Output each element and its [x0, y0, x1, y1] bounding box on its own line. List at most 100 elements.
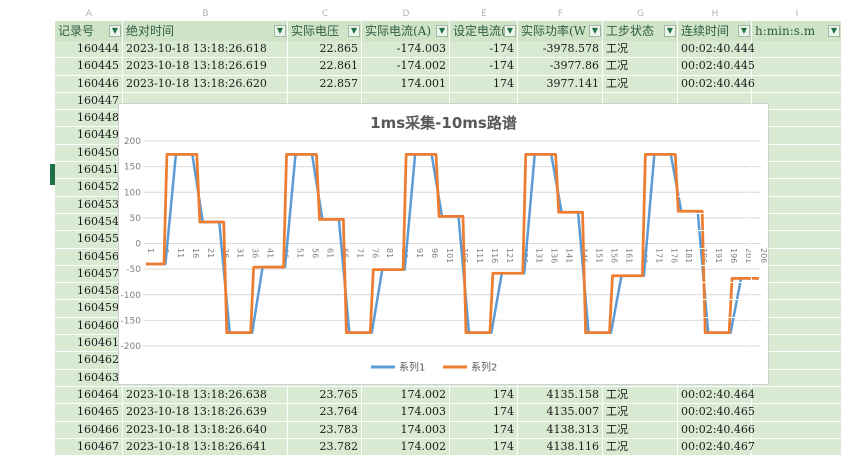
cell-actual-voltage[interactable]: 22.861 — [288, 58, 362, 76]
cell-record-number[interactable]: 160457 — [55, 265, 123, 284]
table-row[interactable]: 160464 2023-10-18 13:18:26.638 23.765 174.0… — [55, 386, 842, 405]
cell-duration[interactable] — [678, 248, 752, 266]
column-letter-E[interactable]: E — [481, 9, 487, 19]
cell-actual-power[interactable]: 3977.141 — [518, 75, 603, 93]
cell-actual-current[interactable]: -174.003 — [362, 41, 450, 59]
cell-actual-current[interactable]: 174.003 — [362, 421, 450, 439]
cell-record-number[interactable]: 160464 — [55, 386, 123, 405]
cell-actual-power[interactable]: 4138.116 — [518, 438, 603, 457]
cell-step-status[interactable]: 工况 — [603, 421, 678, 439]
cell-duration[interactable] — [678, 317, 752, 336]
cell-duration-units[interactable] — [752, 75, 842, 93]
cell-duration-units[interactable] — [752, 58, 842, 76]
embedded-chart[interactable]: 1ms采集-10ms路谱 -200 -150 -100 -50 0 50 100 150 200… — [118, 103, 769, 385]
table-row[interactable]: 160445 2023-10-18 13:18:26.619 22.861 -174.… — [55, 58, 842, 76]
column-letter-I[interactable]: I — [795, 9, 799, 19]
cell-record-number[interactable]: 160450 — [55, 144, 123, 163]
cell-duration[interactable] — [678, 196, 752, 214]
cell-duration[interactable] — [678, 369, 752, 387]
cell-record-number[interactable]: 160455 — [55, 231, 123, 249]
cell-absolute-time[interactable]: 2023-10-18 13:18:26.619 — [123, 58, 288, 76]
column-letter-D[interactable]: D — [402, 9, 410, 19]
filter-dropdown-icon[interactable]: ▼ — [274, 25, 286, 37]
cell-actual-power[interactable]: 4135.007 — [518, 404, 603, 422]
filter-dropdown-icon[interactable]: ▼ — [436, 25, 448, 37]
cell-actual-power[interactable]: 4138.313 — [518, 421, 603, 439]
cell-set-current[interactable]: -174 — [450, 58, 518, 76]
cell-record-number[interactable]: 160452 — [55, 179, 123, 197]
cell-actual-power[interactable]: 4135.158 — [518, 386, 603, 405]
cell-step-status[interactable]: 工况 — [603, 438, 678, 457]
filter-dropdown-icon[interactable]: ▼ — [738, 25, 750, 37]
cell-duration-units[interactable] — [752, 386, 842, 405]
cell-absolute-time[interactable]: 2023-10-18 13:18:26.640 — [123, 421, 288, 439]
cell-duration[interactable] — [678, 144, 752, 163]
cell-absolute-time[interactable]: 2023-10-18 13:18:26.641 — [123, 438, 288, 457]
filter-dropdown-icon[interactable]: ▼ — [828, 25, 840, 37]
cell-actual-voltage[interactable]: 23.782 — [288, 438, 362, 457]
cell-set-current[interactable]: -174 — [450, 41, 518, 59]
cell-record-number[interactable]: 160456 — [55, 248, 123, 266]
cell-duration-units[interactable] — [752, 421, 842, 439]
cell-duration[interactable] — [678, 179, 752, 197]
filter-dropdown-icon[interactable]: ▼ — [589, 25, 601, 37]
cell-duration-units[interactable] — [752, 438, 842, 457]
cell-record-number[interactable]: 160446 — [55, 75, 123, 93]
cell-record-number[interactable]: 160454 — [55, 213, 123, 232]
cell-step-status[interactable]: 工况 — [603, 41, 678, 59]
cell-duration[interactable] — [678, 335, 752, 353]
cell-duration[interactable]: 00:02:40.465 — [678, 404, 755, 422]
cell-actual-current[interactable]: 174.001 — [362, 75, 450, 93]
cell-duration-units[interactable] — [752, 404, 842, 422]
cell-set-current[interactable]: 174 — [450, 75, 518, 93]
table-row[interactable]: 160446 2023-10-18 13:18:26.620 22.857 174.0… — [55, 75, 842, 93]
cell-duration[interactable]: 00:02:40.446 — [678, 75, 755, 93]
filter-dropdown-icon[interactable]: ▼ — [109, 25, 121, 37]
table-row[interactable]: 160467 2023-10-18 13:18:26.641 23.782 174.0… — [55, 438, 842, 457]
cell-record-number[interactable]: 160467 — [55, 438, 123, 457]
cell-record-number[interactable]: 160453 — [55, 196, 123, 214]
cell-duration[interactable]: 00:02:40.444 — [678, 41, 755, 59]
cell-record-number[interactable]: 160451 — [55, 162, 123, 180]
cell-actual-power[interactable]: -3977.86 — [518, 58, 603, 76]
cell-record-number[interactable]: 160460 — [55, 317, 123, 336]
cell-record-number[interactable]: 160463 — [55, 369, 123, 387]
filter-dropdown-icon[interactable]: ▼ — [664, 25, 676, 37]
cell-actual-current[interactable]: -174.002 — [362, 58, 450, 76]
cell-record-number[interactable]: 160445 — [55, 58, 123, 76]
cell-duration[interactable]: 00:02:40.467 — [678, 438, 755, 457]
column-letter-H[interactable]: H — [711, 9, 719, 19]
cell-step-status[interactable]: 工况 — [603, 386, 678, 405]
column-letter-C[interactable]: C — [321, 9, 329, 19]
cell-set-current[interactable]: 174 — [450, 404, 518, 422]
cell-actual-current[interactable]: 174.002 — [362, 438, 450, 457]
table-row[interactable]: 160465 2023-10-18 13:18:26.639 23.764 174.0… — [55, 404, 842, 422]
cell-duration[interactable] — [678, 110, 752, 128]
cell-step-status[interactable]: 工况 — [603, 404, 678, 422]
cell-duration[interactable] — [678, 283, 752, 301]
cell-record-number[interactable]: 160447 — [55, 92, 123, 111]
cell-actual-power[interactable]: -3978.578 — [518, 41, 603, 59]
cell-absolute-time[interactable]: 2023-10-18 13:18:26.618 — [123, 41, 288, 59]
filter-dropdown-icon[interactable]: ▼ — [504, 25, 516, 37]
cell-duration[interactable] — [678, 265, 752, 284]
cell-duration[interactable] — [678, 213, 752, 232]
cell-actual-voltage[interactable]: 23.783 — [288, 421, 362, 439]
column-letter-A[interactable]: A — [85, 9, 93, 19]
cell-duration[interactable]: 00:02:40.445 — [678, 58, 755, 76]
cell-actual-current[interactable]: 174.003 — [362, 404, 450, 422]
filter-dropdown-icon[interactable]: ▼ — [348, 25, 360, 37]
cell-record-number[interactable]: 160462 — [55, 352, 123, 370]
cell-duration[interactable] — [678, 127, 752, 145]
cell-record-number[interactable]: 160465 — [55, 404, 123, 422]
cell-record-number[interactable]: 160448 — [55, 110, 123, 128]
column-letter-F[interactable]: F — [557, 9, 564, 19]
cell-absolute-time[interactable]: 2023-10-18 13:18:26.639 — [123, 404, 288, 422]
cell-duration[interactable] — [678, 231, 752, 249]
cell-actual-voltage[interactable]: 22.857 — [288, 75, 362, 93]
cell-set-current[interactable]: 174 — [450, 438, 518, 457]
cell-actual-voltage[interactable]: 22.865 — [288, 41, 362, 59]
cell-record-number[interactable]: 160449 — [55, 127, 123, 145]
cell-duration[interactable] — [678, 352, 752, 370]
cell-step-status[interactable]: 工况 — [603, 58, 678, 76]
